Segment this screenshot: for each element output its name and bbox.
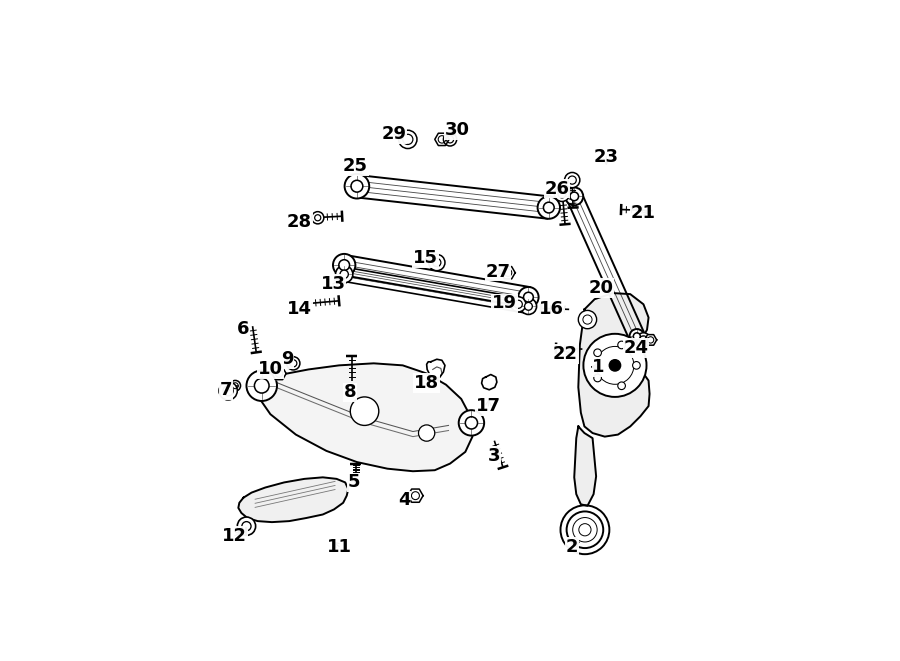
Text: 3: 3	[488, 447, 500, 465]
Circle shape	[629, 329, 644, 344]
Text: 6: 6	[238, 320, 249, 338]
Text: 25: 25	[343, 157, 368, 175]
Circle shape	[345, 174, 369, 198]
Text: 28: 28	[287, 213, 312, 231]
Circle shape	[583, 334, 646, 397]
Text: 19: 19	[492, 294, 517, 312]
Circle shape	[418, 425, 435, 441]
Circle shape	[633, 362, 640, 369]
Polygon shape	[272, 368, 286, 379]
Circle shape	[554, 186, 570, 202]
Text: 5: 5	[348, 473, 361, 491]
Text: 2: 2	[566, 537, 579, 555]
Polygon shape	[253, 364, 472, 471]
Polygon shape	[435, 134, 449, 145]
Text: 1: 1	[592, 358, 605, 376]
Circle shape	[564, 173, 580, 188]
Circle shape	[570, 192, 579, 201]
Text: 24: 24	[624, 339, 648, 357]
Circle shape	[520, 298, 536, 315]
Polygon shape	[238, 477, 348, 522]
Circle shape	[333, 254, 356, 276]
Circle shape	[247, 370, 277, 401]
Text: 14: 14	[287, 300, 312, 319]
Circle shape	[579, 524, 591, 536]
Text: 29: 29	[382, 126, 407, 143]
Text: 12: 12	[222, 527, 248, 545]
Circle shape	[544, 202, 554, 213]
Text: 4: 4	[398, 491, 410, 509]
Text: 26: 26	[544, 180, 570, 198]
Circle shape	[579, 311, 597, 329]
Polygon shape	[567, 193, 644, 340]
Polygon shape	[408, 489, 423, 502]
Text: 13: 13	[320, 275, 346, 293]
Text: 21: 21	[631, 204, 656, 221]
Polygon shape	[501, 266, 515, 279]
Circle shape	[609, 360, 621, 371]
Circle shape	[537, 196, 560, 219]
Circle shape	[311, 212, 324, 224]
Polygon shape	[574, 426, 596, 506]
Circle shape	[351, 180, 363, 192]
Circle shape	[444, 133, 456, 146]
Circle shape	[287, 357, 300, 370]
Polygon shape	[343, 267, 530, 313]
Circle shape	[617, 382, 626, 389]
Text: 11: 11	[327, 537, 352, 555]
Circle shape	[459, 410, 484, 436]
Text: 22: 22	[554, 345, 578, 363]
Circle shape	[634, 333, 641, 340]
Circle shape	[524, 292, 534, 302]
Polygon shape	[356, 175, 550, 219]
Circle shape	[525, 303, 532, 310]
Circle shape	[238, 517, 256, 535]
Circle shape	[219, 381, 238, 400]
Circle shape	[594, 374, 601, 382]
Circle shape	[336, 266, 353, 283]
Text: 8: 8	[344, 383, 356, 401]
Text: 15: 15	[413, 249, 438, 268]
Circle shape	[636, 332, 651, 347]
Circle shape	[617, 341, 626, 349]
Circle shape	[510, 297, 526, 312]
Text: 20: 20	[589, 279, 614, 297]
Circle shape	[338, 260, 349, 270]
Circle shape	[465, 417, 478, 429]
Circle shape	[428, 254, 445, 271]
Text: 10: 10	[258, 360, 283, 379]
Circle shape	[255, 378, 269, 393]
Polygon shape	[482, 375, 497, 390]
Text: 27: 27	[485, 262, 510, 281]
Text: 16: 16	[539, 300, 564, 319]
Circle shape	[230, 381, 240, 391]
Text: 9: 9	[281, 350, 293, 368]
Text: 18: 18	[414, 374, 439, 392]
Circle shape	[594, 349, 601, 356]
Text: 17: 17	[476, 397, 500, 415]
Text: 7: 7	[220, 381, 232, 399]
Circle shape	[565, 188, 583, 206]
Circle shape	[399, 130, 417, 149]
Polygon shape	[427, 360, 445, 379]
Circle shape	[340, 270, 348, 278]
Polygon shape	[644, 334, 657, 345]
Circle shape	[350, 397, 379, 426]
Polygon shape	[579, 293, 650, 437]
Polygon shape	[342, 255, 530, 307]
Text: 30: 30	[445, 121, 470, 139]
Text: 23: 23	[594, 147, 619, 166]
Circle shape	[518, 287, 538, 307]
